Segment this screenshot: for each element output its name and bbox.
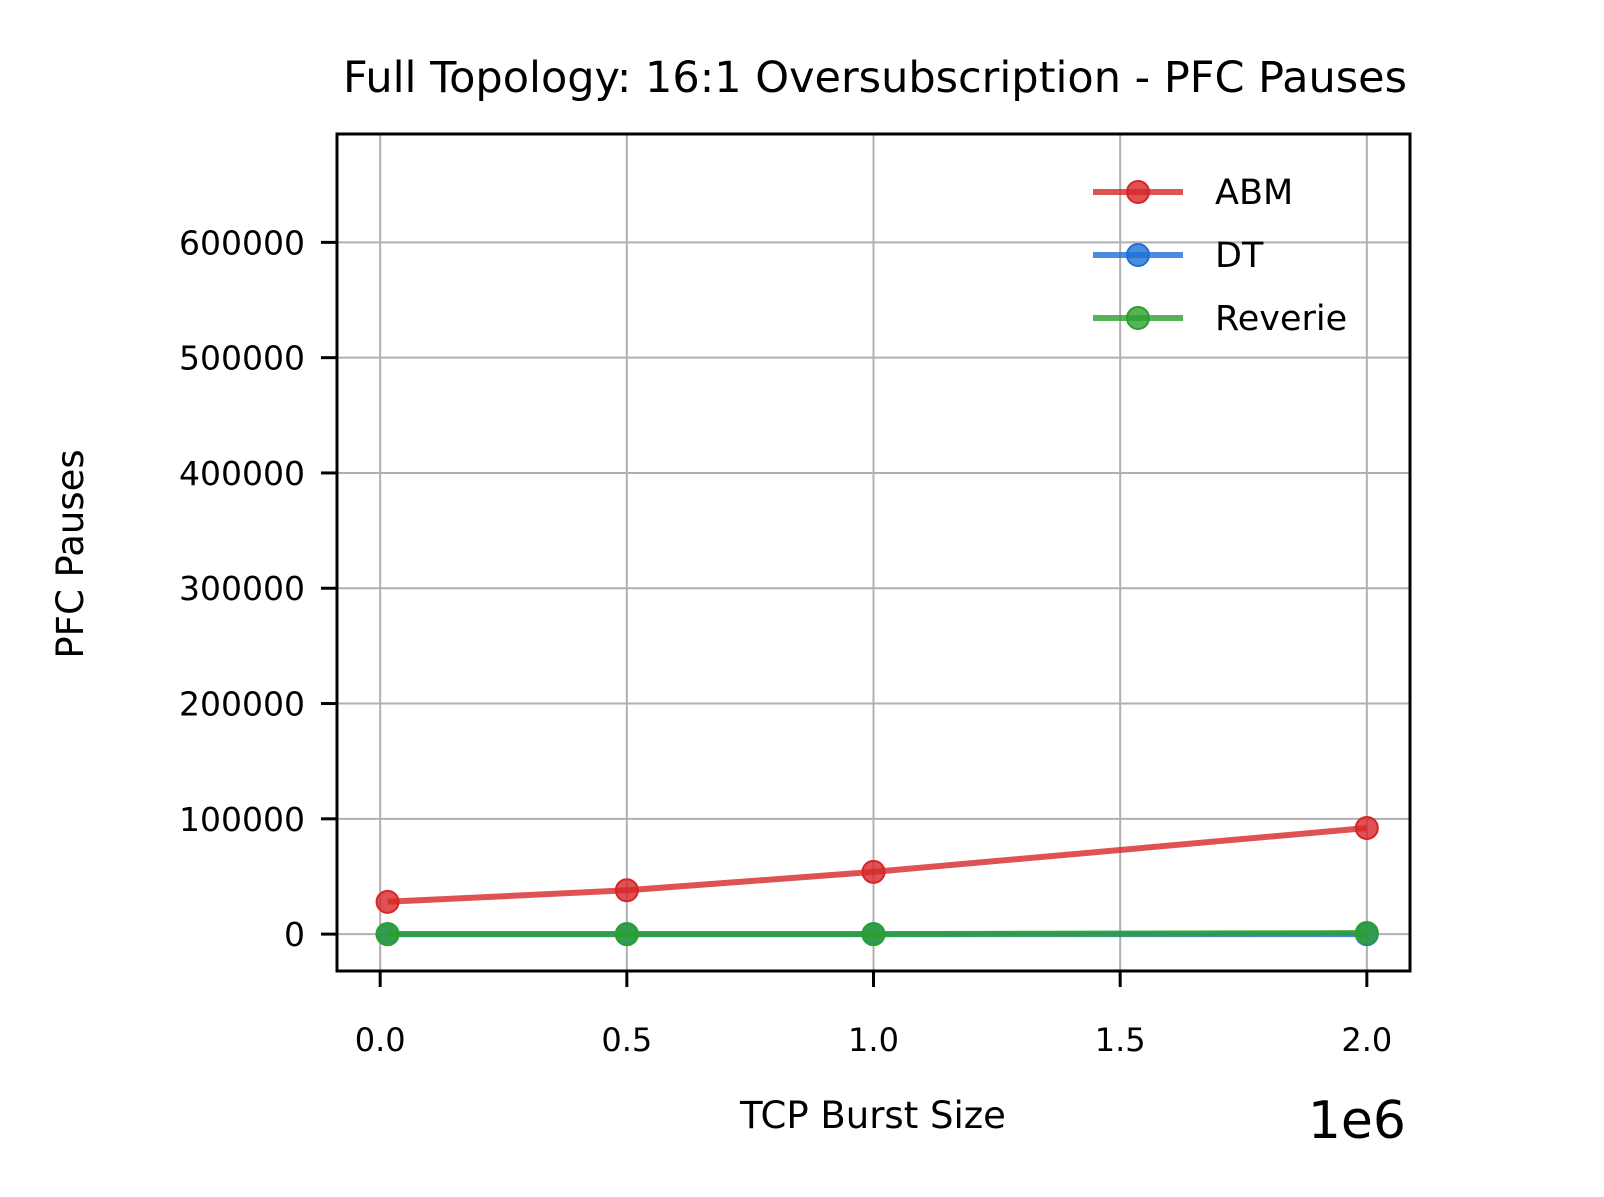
y-tick-label: 300000 <box>179 569 305 608</box>
data-point-reverie <box>1354 920 1379 945</box>
x-axis-ticks: 0.0 0.5 1.0 1.5 2.0 <box>355 971 1392 1059</box>
y-tick-label: 500000 <box>179 339 305 378</box>
x-tick-label: 1.5 <box>1095 1021 1146 1059</box>
data-point-reverie <box>614 922 639 947</box>
y-axis-label: PFC Pauses <box>49 449 92 658</box>
legend-label-dt: DT <box>1215 236 1264 276</box>
legend-label-reverie: Reverie <box>1215 299 1347 339</box>
y-tick-label: 100000 <box>179 800 305 839</box>
data-point-reverie <box>861 922 886 947</box>
y-axis-ticks: 0 100000 200000 300000 400000 500000 600000 <box>179 223 337 954</box>
legend-label-abm: ABM <box>1215 173 1293 213</box>
y-tick-label: 200000 <box>179 685 305 724</box>
x-tick-label: 1.0 <box>848 1021 899 1059</box>
x-axis-label: TCP Burst Size <box>739 1094 1006 1137</box>
data-point-abm <box>1354 816 1379 841</box>
legend-marker-reverie <box>1126 306 1150 330</box>
plot-frame <box>335 132 1412 973</box>
y-tick-label: 400000 <box>179 454 305 493</box>
x-tick-label: 2.0 <box>1341 1021 1392 1059</box>
data-point-abm <box>375 889 400 914</box>
series-line-reverie <box>387 930 1367 938</box>
data-point-abm <box>614 878 639 903</box>
data-point-reverie <box>375 922 400 947</box>
legend-marker-abm <box>1126 180 1150 204</box>
series-layer <box>375 816 1379 947</box>
x-offset-label: 1e6 <box>1308 1091 1406 1151</box>
grid <box>337 134 1410 971</box>
data-point-abm <box>861 859 886 884</box>
series-line-abm <box>387 825 1368 905</box>
legend: ABM DT Reverie <box>1093 173 1347 339</box>
x-tick-label: 0.0 <box>355 1021 406 1059</box>
chart-title: Full Topology: 16:1 Oversubscription - P… <box>343 53 1407 103</box>
x-tick-label: 0.5 <box>601 1021 652 1059</box>
y-tick-label: 600000 <box>179 223 305 262</box>
legend-marker-dt <box>1126 243 1150 267</box>
y-tick-label: 0 <box>284 915 305 954</box>
